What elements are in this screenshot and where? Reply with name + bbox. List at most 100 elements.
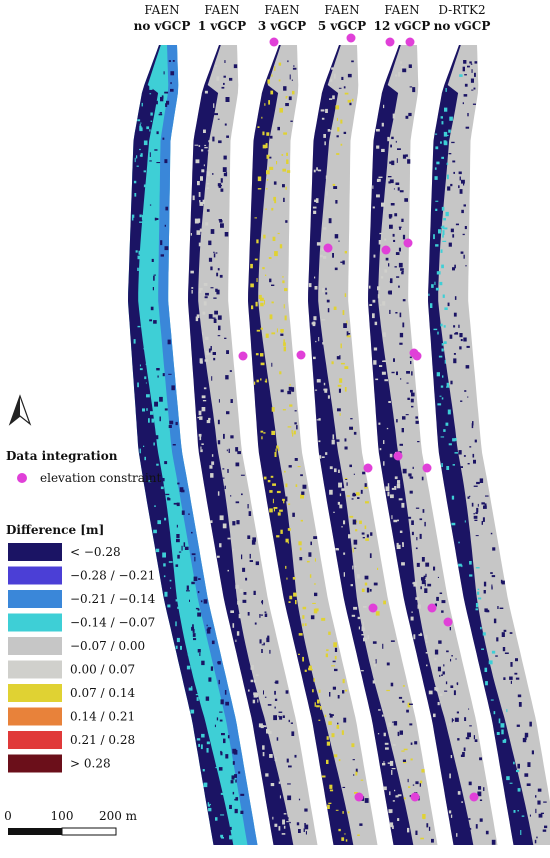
speckle bbox=[396, 544, 401, 549]
speckle bbox=[453, 358, 457, 364]
speckle bbox=[197, 612, 202, 617]
speckle bbox=[373, 360, 377, 365]
speckle bbox=[265, 773, 269, 777]
speckle bbox=[433, 234, 435, 240]
speckle bbox=[148, 418, 150, 423]
speckle bbox=[383, 332, 386, 337]
speckle bbox=[226, 449, 228, 452]
speckle bbox=[402, 299, 406, 302]
speckle bbox=[504, 738, 507, 742]
speckle bbox=[234, 774, 237, 778]
speckle bbox=[321, 775, 326, 778]
speckle bbox=[262, 144, 267, 149]
speckle bbox=[366, 587, 370, 593]
speckle bbox=[220, 178, 223, 183]
speckle bbox=[441, 156, 444, 159]
speckle bbox=[411, 611, 413, 613]
speckle bbox=[162, 552, 166, 558]
speckle bbox=[131, 214, 135, 218]
speckle bbox=[185, 635, 189, 640]
speckle bbox=[443, 429, 446, 432]
speckle bbox=[443, 227, 448, 230]
speckle bbox=[217, 555, 220, 558]
speckle bbox=[481, 648, 484, 650]
speckle bbox=[389, 161, 393, 164]
speckle bbox=[332, 686, 336, 690]
speckle bbox=[364, 582, 368, 586]
speckle bbox=[298, 829, 301, 833]
speckle bbox=[499, 607, 504, 609]
speckle bbox=[176, 524, 178, 528]
speckle bbox=[485, 495, 489, 497]
speckle bbox=[279, 795, 281, 799]
speckle bbox=[160, 96, 164, 102]
speckle bbox=[164, 159, 168, 164]
speckle bbox=[454, 264, 456, 269]
speckle bbox=[452, 267, 455, 271]
speckle bbox=[355, 768, 358, 773]
speckle bbox=[490, 532, 493, 535]
speckle bbox=[366, 534, 369, 538]
speckle bbox=[252, 537, 256, 542]
speckle bbox=[293, 65, 295, 67]
speckle bbox=[493, 618, 497, 624]
speckle bbox=[446, 162, 449, 165]
speckle bbox=[143, 348, 146, 350]
speckle bbox=[213, 251, 215, 254]
speckle bbox=[395, 252, 400, 255]
speckle bbox=[491, 586, 493, 590]
speckle bbox=[167, 339, 171, 345]
speckle bbox=[490, 699, 494, 701]
strip bbox=[368, 45, 498, 845]
speckle bbox=[336, 356, 341, 360]
speckle bbox=[194, 656, 197, 661]
speckle bbox=[294, 754, 297, 758]
speckle bbox=[433, 328, 438, 331]
speckle bbox=[343, 717, 347, 723]
speckle bbox=[439, 674, 441, 677]
speckle bbox=[177, 554, 180, 559]
speckle bbox=[285, 96, 287, 99]
speckle bbox=[282, 498, 285, 501]
speckle bbox=[385, 257, 389, 261]
speckle bbox=[155, 100, 158, 105]
speckle bbox=[278, 711, 283, 713]
speckle bbox=[516, 769, 520, 773]
speckle bbox=[332, 434, 335, 440]
speckle bbox=[184, 546, 189, 550]
speckle bbox=[223, 82, 225, 85]
speckle bbox=[409, 703, 413, 705]
speckle bbox=[198, 192, 201, 197]
speckle bbox=[176, 538, 180, 543]
speckle bbox=[131, 217, 134, 221]
speckle bbox=[162, 373, 165, 377]
speckle bbox=[450, 685, 454, 688]
speckle bbox=[254, 622, 257, 625]
speckle bbox=[470, 63, 473, 65]
speckle bbox=[355, 529, 358, 532]
speckle bbox=[380, 276, 384, 279]
speckle bbox=[410, 361, 412, 365]
speckle bbox=[372, 299, 376, 303]
speckle bbox=[200, 449, 203, 453]
speckle bbox=[527, 762, 531, 767]
speckle bbox=[276, 451, 278, 455]
speckle bbox=[360, 779, 364, 781]
speckle bbox=[447, 409, 451, 415]
speckle bbox=[469, 61, 472, 64]
speckle bbox=[207, 627, 212, 629]
speckle bbox=[299, 547, 302, 551]
speckle bbox=[140, 153, 143, 157]
speckle bbox=[377, 178, 381, 182]
speckle bbox=[536, 836, 538, 839]
speckle bbox=[434, 649, 439, 655]
speckle bbox=[342, 786, 346, 788]
speckle bbox=[446, 174, 449, 180]
speckle bbox=[190, 233, 192, 236]
speckle bbox=[392, 113, 396, 119]
speckle bbox=[157, 375, 159, 378]
speckle bbox=[186, 585, 189, 590]
speckle bbox=[269, 156, 272, 159]
speckle bbox=[450, 183, 453, 187]
speckle bbox=[491, 650, 496, 654]
